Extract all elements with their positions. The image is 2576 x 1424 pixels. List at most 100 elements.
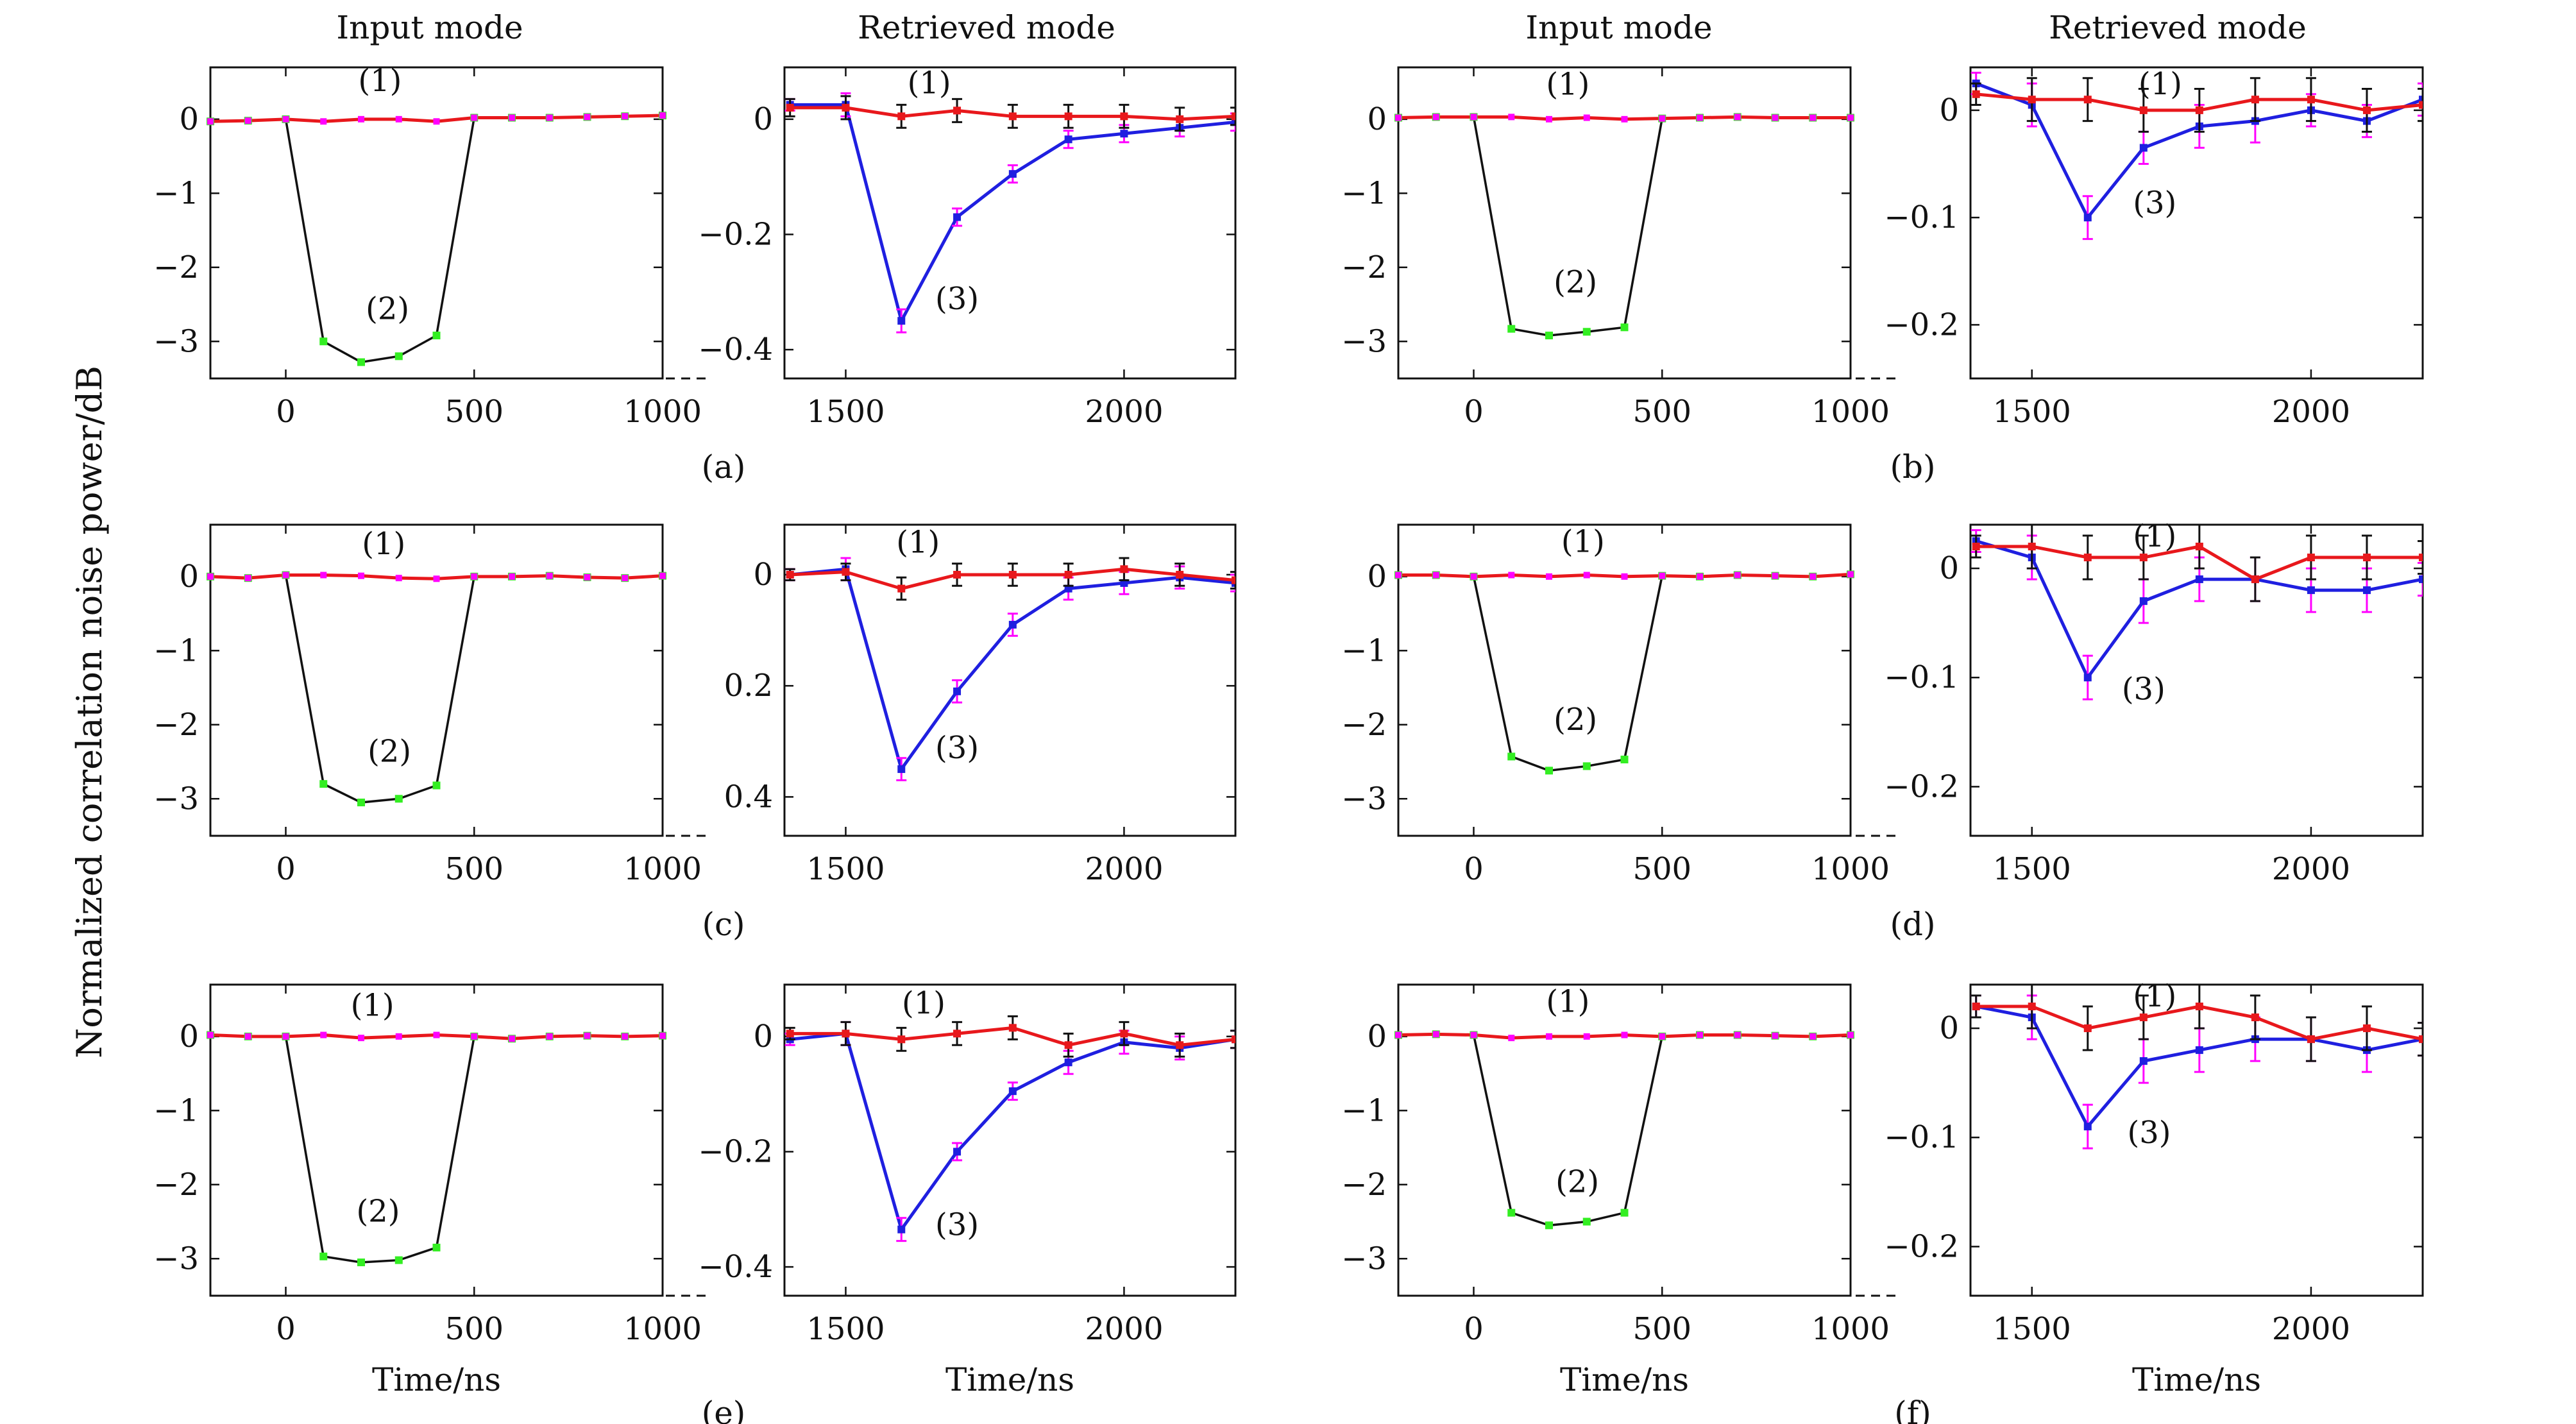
panel-f-input-plot: 0 500 1000 0 −1 −2 −3 Time/ns (1) (2)	[1341, 983, 1890, 1398]
panel-a-series-2-point	[357, 358, 365, 366]
panel-e-input-xtick-label: 0	[276, 1311, 296, 1347]
panel-b-input-plot: 0 500 1000 0 −1 −2 −3 (1) (2)	[1341, 66, 1890, 430]
y-axis-label: Normalized correlation noise power/dB	[69, 366, 110, 1058]
panel-a-series-2-point	[319, 337, 328, 346]
panel-b-series-1-point	[1508, 114, 1515, 121]
panel-c-series-1-point	[897, 584, 906, 593]
panel-b-input-ytick-label: −1	[1341, 175, 1387, 211]
panel-c-series-2-point	[319, 780, 328, 788]
panel-c-series-1-point	[207, 573, 214, 580]
panel-a-series-1-point	[395, 115, 402, 123]
panel-f-series-1-point	[2362, 1024, 2371, 1033]
panel-a-series-3-point	[1064, 135, 1072, 144]
panel-a-series-1-point	[584, 114, 591, 121]
panel-d-series-2-point	[1620, 756, 1629, 764]
panel-c-series-1-point	[842, 568, 850, 576]
panel-a-annotation: (1)	[908, 65, 951, 101]
panel-c-input-xtick-label: 0	[276, 851, 296, 887]
panel-a-series-1-point	[546, 114, 553, 121]
panel-e-series-2-point	[394, 1256, 403, 1264]
panel-c-input-xtick-label: 500	[445, 851, 504, 887]
panel-d-retrieved-ytick-label: −0.1	[1884, 659, 1959, 695]
panel-f-input-xtick-label: 0	[1464, 1311, 1484, 1347]
panel-c-input-ytick-label: 0	[179, 559, 199, 595]
panel-b-input-ytick-label: 0	[1367, 101, 1387, 137]
panel-d-retrieved-ytick-label: 0	[1939, 550, 1959, 586]
panel-e-series-1-point	[842, 1030, 850, 1038]
panel-c-series-2-point	[357, 799, 365, 807]
panel-b-series-2-point	[1620, 323, 1629, 332]
panel-f-series-1-point	[2195, 1003, 2203, 1011]
panel-e-series-1-point	[1008, 1024, 1017, 1032]
panel-e-input-x-axis-label: Time/ns	[372, 1361, 501, 1398]
panel-b-series-1-point	[2362, 106, 2371, 114]
panel-a-input-xtick-label: 1000	[623, 394, 702, 430]
panel-f-series-2-point	[1545, 1221, 1553, 1230]
panel-a-series-3-point	[1232, 118, 1235, 126]
panel-f-annotation: (3)	[2128, 1115, 2171, 1151]
panel-d-annotation: (1)	[1561, 524, 1605, 560]
panel-b-retrieved-ytick-label: −0.1	[1884, 199, 1959, 235]
panel-e-input-xtick-label: 500	[445, 1311, 504, 1347]
column-title-retrieved-right: Retrieved mode	[2049, 9, 2307, 46]
panel-f-annotation: (1)	[2133, 978, 2176, 1014]
panel-b-annotation: (1)	[2139, 66, 2182, 102]
panel-b-series-1-point	[1432, 114, 1439, 121]
panel-e-series-3-point	[953, 1148, 962, 1156]
panel-a-series-3-point	[1120, 130, 1128, 138]
panel-e-retrieved-xtick-label: 1500	[806, 1311, 885, 1347]
panel-d-series-1-point	[1432, 572, 1439, 579]
panel-b-series-1-point	[2307, 96, 2315, 104]
panel-e-series-3-point	[1008, 1087, 1017, 1096]
panel-f-annotation: (2)	[1555, 1164, 1599, 1199]
panel-c-series-1-point	[546, 572, 553, 579]
panel-c-series-3-point	[953, 687, 962, 695]
panel-f-input-xtick-label: 1000	[1811, 1311, 1890, 1347]
panel-b-series-1-point	[1972, 90, 1980, 98]
panel-e-annotation: (2)	[356, 1194, 400, 1230]
panel-d-series-3-point	[2083, 674, 2092, 682]
panel-f-series-2-point	[1620, 1208, 1629, 1217]
panel-b-series-1-point	[2028, 96, 2036, 104]
panel-c-series-2-point	[394, 795, 403, 803]
panel-e-series-1-point	[546, 1033, 553, 1040]
panel-c-series-1-point	[1232, 576, 1235, 584]
panel-b-input-xtick-label: 1000	[1811, 394, 1890, 430]
panel-a-retrieved-ytick-label: −0.4	[698, 332, 773, 368]
panel-d-series-2-point	[1582, 762, 1591, 770]
panel-b-series-1-point	[1659, 115, 1666, 122]
panel-d-series-1-point	[1697, 573, 1703, 580]
panel-e-input-ytick-label: −3	[153, 1241, 199, 1276]
panel-f-retrieved-ytick-label: −0.1	[1884, 1119, 1959, 1155]
panel-d-input-ytick-label: −3	[1341, 781, 1387, 817]
panel-f-series-1-point	[1508, 1035, 1515, 1042]
panel-c-input-ytick-label: −1	[153, 632, 199, 668]
panel-b-series-3-point	[2083, 214, 2092, 222]
panel-f-series-2-point	[1582, 1217, 1591, 1226]
panel-b-retrieved-ytick-label: −0.2	[1884, 307, 1959, 343]
panel-d-input-ytick-label: 0	[1367, 559, 1387, 595]
panel-a-series-2-point	[432, 332, 441, 340]
panel-d-series-3-point	[2307, 586, 2315, 595]
panel-f-series-1-point	[1432, 1031, 1439, 1038]
panel-d-series-1-point	[1847, 571, 1854, 578]
panel-b-series-2-point	[1582, 328, 1591, 336]
panel-d-input-plot: 0 500 1000 0 −1 −2 −3 (1) (2)	[1341, 523, 1890, 887]
panel-f-series-3-point	[2083, 1123, 2092, 1131]
panel-e-series-1-point	[244, 1033, 251, 1040]
panel-d-input-xtick-label: 0	[1464, 851, 1484, 887]
panel-a-series-1-point	[1064, 112, 1072, 121]
panel-f-input-ytick-label: −2	[1341, 1167, 1387, 1203]
panel-c-panel-label: (c)	[702, 906, 745, 943]
panel-f-series-1-point	[1470, 1031, 1477, 1038]
panel-b-panel-label: (b)	[1890, 448, 1935, 486]
panel-e-retrieved-series-group	[784, 1015, 1235, 1242]
panel-c-series-1-point	[953, 570, 962, 579]
panel-b-series-1-point	[1847, 114, 1854, 121]
panel-c-series-3-point	[897, 765, 906, 774]
panel-a-series-1-point	[659, 112, 666, 119]
panel-f-series-2-point	[1507, 1208, 1516, 1217]
panel-d-series-1-point	[2251, 575, 2259, 584]
panel-e-series-1-point	[1232, 1035, 1235, 1044]
